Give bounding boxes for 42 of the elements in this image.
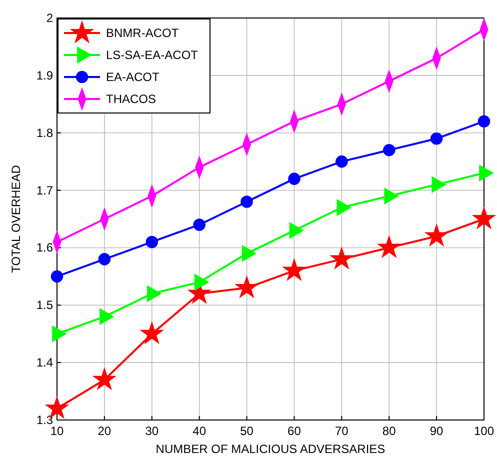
x-tick-label: 50: [240, 424, 254, 438]
point: [478, 115, 490, 128]
x-tick-label: 10: [50, 424, 64, 438]
y-tick-label: 1.9: [36, 68, 54, 82]
point: [430, 132, 443, 145]
x-axis-title: NUMBER OF MALICIOUS ADVERSARIES: [156, 442, 386, 456]
point: [330, 248, 353, 269]
point: [288, 172, 300, 185]
point: [236, 276, 258, 298]
point: [283, 259, 306, 280]
point: [382, 144, 396, 156]
x-tick-label: 90: [430, 424, 444, 438]
point: [336, 155, 348, 168]
legend-label: LS-SA-EA-ACOT: [106, 48, 199, 62]
legend-label: THACOS: [106, 92, 156, 106]
x-tick-label: 100: [474, 424, 494, 438]
point: [146, 236, 158, 248]
x-tick-label: 70: [334, 424, 349, 438]
y-tick-label: 1.7: [36, 183, 54, 198]
x-tick-label: 20: [98, 424, 112, 438]
point: [140, 322, 164, 344]
point: [93, 368, 116, 390]
y-tick-label: 1.8: [36, 126, 54, 140]
point: [240, 196, 253, 208]
legend-label: EA-ACOT: [106, 70, 160, 84]
point: [50, 270, 64, 283]
point: [472, 207, 496, 229]
y-tick-label: 1.5: [36, 298, 54, 312]
point: [193, 218, 206, 231]
y-axis-title: TOTAL OVERHEAD: [9, 164, 23, 273]
x-tick-label: 30: [145, 424, 159, 438]
legend-label: BNMR-ACOT: [106, 26, 180, 40]
y-tick-label: 2: [46, 11, 54, 25]
x-tick-label: 80: [382, 424, 396, 438]
point: [425, 224, 448, 246]
x-tick-label: 60: [288, 424, 302, 438]
x-tick-label: 40: [192, 424, 206, 438]
y-tick-label: 1.4: [36, 356, 54, 370]
point: [378, 236, 400, 258]
y-tick-label: 1.6: [36, 240, 54, 255]
point: [98, 253, 111, 266]
y-tick-label: 1.3: [36, 413, 54, 427]
